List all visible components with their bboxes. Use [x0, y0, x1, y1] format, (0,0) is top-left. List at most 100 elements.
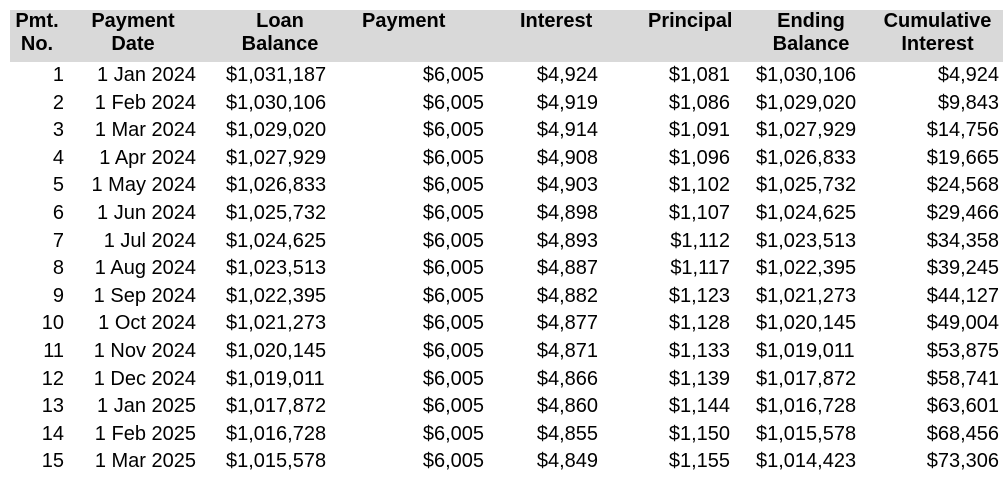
cell-interest: $4,860	[536, 395, 598, 418]
cell-payment-date: 1 Mar 2024	[94, 119, 196, 142]
cell-interest: $4,908	[536, 146, 598, 169]
cell-interest: $4,893	[536, 229, 598, 252]
cell-cumulative-interest: $24,568	[926, 174, 999, 197]
cell-cumulative-interest: $19,665	[926, 146, 999, 169]
cell-ending-balance: $1,021,273	[756, 284, 857, 307]
cell-payment: $6,005	[422, 201, 484, 224]
cell-cumulative-interest: $58,741	[926, 367, 999, 390]
cell-payment-date: 1 Aug 2024	[94, 257, 196, 280]
cell-ending-balance: $1,024,625	[756, 201, 857, 224]
cell-principal: $1,112	[670, 229, 730, 252]
cell-payment-date: 1 Nov 2024	[93, 339, 196, 362]
header-payment-date: Payment Date	[91, 10, 175, 55]
table-row: 8 1 Aug 2024 $1,023,513 $6,005 $4,887 $1,117 $…	[10, 255, 1003, 283]
cell-payment: $6,005	[422, 422, 484, 445]
cell-ending-balance: $1,029,020	[756, 91, 857, 114]
cell-cumulative-interest: $49,004	[926, 312, 999, 335]
cell-cumulative-interest: $73,306	[926, 450, 999, 473]
cell-ending-balance: $1,023,513	[756, 229, 857, 252]
cell-interest: $4,882	[536, 284, 598, 307]
cell-cumulative-interest: $14,756	[926, 119, 999, 142]
cell-loan-balance: $1,021,273	[226, 312, 327, 335]
cell-interest: $4,919	[536, 91, 598, 114]
cell-ending-balance: $1,022,395	[756, 257, 857, 280]
cell-pmt-no: 13	[41, 395, 64, 418]
cell-loan-balance: $1,015,578	[226, 450, 327, 473]
cell-pmt-no: 7	[52, 229, 64, 252]
cell-payment-date: 1 Mar 2025	[94, 450, 196, 473]
cell-loan-balance: $1,030,106	[226, 91, 327, 114]
cell-payment: $6,005	[422, 229, 484, 252]
cell-principal: $1,155	[668, 450, 730, 473]
cell-ending-balance: $1,017,872	[756, 367, 857, 390]
table-body: 1 1 Jan 2024 $1,031,187 $6,005 $4,924 $1,081 $…	[10, 62, 1003, 476]
cell-interest: $4,877	[536, 312, 598, 335]
cell-cumulative-interest: $9,843	[937, 91, 999, 114]
table-row: 5 1 May 2024 $1,026,833 $6,005 $4,903 $1,102 $…	[10, 172, 1003, 200]
cell-payment: $6,005	[422, 257, 484, 280]
cell-payment-date: 1 Jun 2024	[97, 201, 196, 224]
header-payment: Payment	[362, 10, 446, 32]
cell-principal: $1,133	[668, 339, 730, 362]
cell-payment-date: 1 Apr 2024	[99, 146, 196, 169]
header-pmt-no: Pmt. No.	[15, 10, 59, 55]
cell-payment-date: 1 Oct 2024	[98, 312, 196, 335]
cell-payment: $6,005	[422, 284, 484, 307]
cell-interest: $4,866	[536, 367, 598, 390]
table-row: 2 1 Feb 2024 $1,030,106 $6,005 $4,919 $1,086 $…	[10, 90, 1003, 118]
cell-pmt-no: 2	[52, 91, 64, 114]
cell-loan-balance: $1,027,929	[226, 146, 327, 169]
cell-principal: $1,150	[668, 422, 730, 445]
cell-loan-balance: $1,024,625	[226, 229, 327, 252]
cell-interest: $4,903	[536, 174, 598, 197]
cell-ending-balance: $1,027,929	[756, 119, 857, 142]
table-row: 9 1 Sep 2024 $1,022,395 $6,005 $4,882 $1,123 $…	[10, 283, 1003, 311]
cell-payment-date: 1 Feb 2025	[94, 422, 196, 445]
cell-payment: $6,005	[422, 395, 484, 418]
cell-payment: $6,005	[422, 339, 484, 362]
cell-payment: $6,005	[422, 312, 484, 335]
cell-cumulative-interest: $29,466	[926, 201, 999, 224]
cell-ending-balance: $1,025,732	[756, 174, 857, 197]
cell-principal: $1,144	[668, 395, 730, 418]
cell-payment-date: 1 Feb 2024	[94, 91, 196, 114]
cell-loan-balance: $1,020,145	[226, 339, 327, 362]
cell-loan-balance: $1,031,187	[226, 64, 327, 86]
table-row: 14 1 Feb 2025 $1,016,728 $6,005 $4,855 $1,150…	[10, 421, 1003, 449]
cell-interest: $4,871	[536, 339, 598, 362]
cell-payment: $6,005	[422, 450, 484, 473]
cell-cumulative-interest: $63,601	[926, 395, 999, 418]
cell-pmt-no: 5	[52, 174, 64, 197]
cell-cumulative-interest: $39,245	[926, 257, 999, 280]
table-row: 11 1 Nov 2024 $1,020,145 $6,005 $4,871 $1,133…	[10, 338, 1003, 366]
cell-payment-date: 1 Dec 2024	[93, 367, 196, 390]
table-row: 4 1 Apr 2024 $1,027,929 $6,005 $4,908 $1,096 $…	[10, 145, 1003, 173]
table-row: 12 1 Dec 2024 $1,019,011 $6,005 $4,866 $1,139…	[10, 366, 1003, 394]
cell-payment: $6,005	[422, 367, 484, 390]
cell-payment: $6,005	[422, 146, 484, 169]
cell-pmt-no: 6	[52, 201, 64, 224]
cell-interest: $4,924	[536, 64, 598, 86]
cell-pmt-no: 9	[52, 284, 64, 307]
cell-interest: $4,914	[536, 119, 598, 142]
table-row: 3 1 Mar 2024 $1,029,020 $6,005 $4,914 $1,091 $…	[10, 117, 1003, 145]
cell-pmt-no: 15	[41, 450, 64, 473]
cell-payment: $6,005	[422, 119, 484, 142]
table-row: 10 1 Oct 2024 $1,021,273 $6,005 $4,877 $1,128…	[10, 310, 1003, 338]
header-loan-balance: Loan Balance	[241, 10, 319, 55]
table-row: 7 1 Jul 2024 $1,024,625 $6,005 $4,893 $1,112 $…	[10, 228, 1003, 256]
cell-pmt-no: 14	[41, 422, 64, 445]
cell-cumulative-interest: $68,456	[926, 422, 999, 445]
cell-loan-balance: $1,019,011	[226, 367, 325, 390]
cell-interest: $4,887	[536, 257, 598, 280]
header-interest: Interest	[520, 10, 593, 32]
cell-loan-balance: $1,016,728	[226, 422, 327, 445]
cell-payment-date: 1 Jul 2024	[103, 229, 196, 252]
cell-cumulative-interest: $53,875	[926, 339, 999, 362]
cell-pmt-no: 4	[52, 146, 64, 169]
table-header: Pmt. No. Payment Date Loan Balance Payme…	[10, 10, 1003, 62]
cell-pmt-no: 8	[52, 257, 64, 280]
cell-ending-balance: $1,030,106	[756, 64, 857, 86]
cell-cumulative-interest: $34,358	[926, 229, 999, 252]
cell-ending-balance: $1,019,011	[756, 339, 855, 362]
